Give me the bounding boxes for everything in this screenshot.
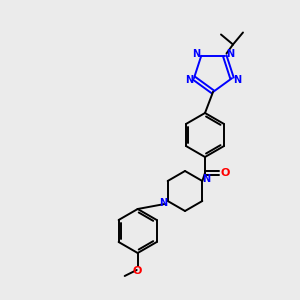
Text: O: O [133, 266, 142, 276]
Text: N: N [192, 49, 200, 59]
Text: N: N [233, 75, 241, 85]
Text: N: N [160, 198, 168, 208]
Text: N: N [202, 174, 210, 184]
Text: N: N [226, 49, 234, 59]
Text: N: N [185, 75, 193, 85]
Text: O: O [220, 168, 230, 178]
